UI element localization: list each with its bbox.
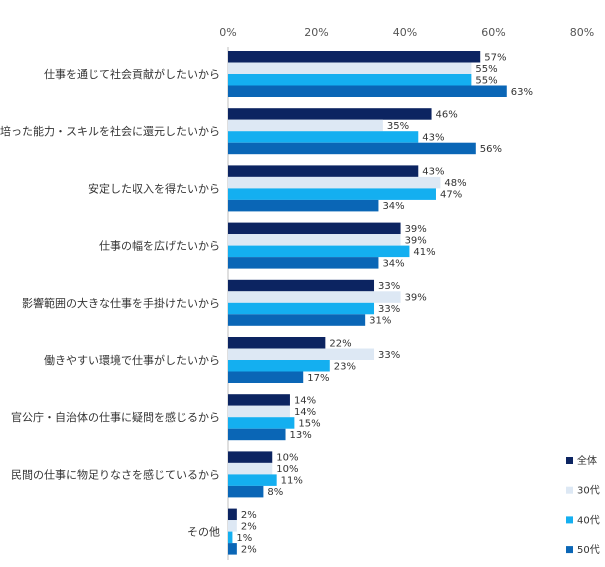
bar <box>228 165 419 177</box>
data-label: 33% <box>378 350 400 361</box>
bar <box>228 188 436 200</box>
bar <box>228 51 481 63</box>
data-label: 46% <box>436 109 458 120</box>
bar <box>228 142 476 155</box>
data-label: 55% <box>475 64 497 75</box>
bar <box>228 279 375 292</box>
bar <box>228 474 277 486</box>
bar <box>228 462 273 475</box>
data-label: 14% <box>294 395 316 406</box>
data-label: 39% <box>405 293 427 304</box>
bar <box>228 234 401 246</box>
bar <box>228 108 432 120</box>
legend-label: 40代 <box>577 514 600 526</box>
bar <box>228 485 264 498</box>
data-label: 56% <box>480 144 502 155</box>
bar <box>228 291 401 303</box>
category-label: 培った能力・スキルを社会に還元したいから <box>0 124 220 138</box>
data-label: 14% <box>294 407 316 418</box>
data-label: 35% <box>387 121 409 132</box>
data-label: 33% <box>378 304 400 315</box>
data-label: 10% <box>276 464 298 475</box>
data-label: 31% <box>369 316 391 327</box>
category-label: 官公庁・自治体の仕事に疑問を感じるから <box>11 410 220 424</box>
data-label: 23% <box>334 361 356 372</box>
category-label: 影響範囲の大きな仕事を手掛けたいから <box>22 296 220 310</box>
bar <box>228 85 507 97</box>
bar <box>228 451 273 463</box>
legend-swatch <box>566 546 573 554</box>
x-tick-label: 0% <box>219 26 236 39</box>
data-label: 47% <box>440 190 462 201</box>
category-label: 仕事の幅を広げたいから <box>99 240 220 253</box>
category-label: その他 <box>187 526 220 539</box>
data-label: 10% <box>276 453 298 464</box>
data-label: 2% <box>241 521 257 532</box>
bar <box>228 257 379 269</box>
legend-label: 30代 <box>577 485 600 497</box>
bar <box>228 371 304 383</box>
data-label: 2% <box>241 544 257 555</box>
category-label: 民間の仕事に物足りなさを感じているから <box>11 467 220 481</box>
data-label: 13% <box>290 430 312 441</box>
x-tick-label: 60% <box>481 26 505 39</box>
bar <box>228 314 366 326</box>
legend-swatch <box>566 457 573 464</box>
bar <box>228 245 410 258</box>
data-label: 39% <box>405 224 427 235</box>
category-label: 働きやすい環境で仕事がしたいから <box>44 353 220 367</box>
legend-swatch <box>566 486 573 494</box>
data-label: 8% <box>267 487 283 498</box>
bar <box>228 405 290 418</box>
bar <box>228 417 295 429</box>
data-label: 15% <box>298 418 320 429</box>
bar <box>228 508 237 521</box>
bar <box>228 348 375 360</box>
x-tick-label: 40% <box>393 26 417 39</box>
bar <box>228 302 375 315</box>
bar <box>228 543 237 555</box>
bar <box>228 520 237 532</box>
bar <box>228 74 472 86</box>
bar <box>228 360 330 372</box>
legend-label: 全体 <box>577 454 597 467</box>
data-label: 41% <box>413 247 435 258</box>
data-label: 48% <box>444 178 466 189</box>
bar <box>228 531 233 544</box>
data-label: 11% <box>281 476 303 487</box>
data-label: 1% <box>236 533 252 544</box>
bar <box>228 337 326 349</box>
data-label: 63% <box>511 87 533 98</box>
x-tick-label: 20% <box>304 26 328 39</box>
bar <box>228 199 379 212</box>
data-label: 43% <box>422 132 444 143</box>
data-label: 43% <box>422 167 444 178</box>
bar <box>228 428 286 441</box>
data-label: 57% <box>484 52 506 63</box>
data-label: 34% <box>382 201 404 212</box>
category-label: 安定した収入を得たいから <box>88 181 220 195</box>
data-label: 33% <box>378 281 400 292</box>
bar <box>228 176 441 189</box>
bar <box>228 222 401 235</box>
data-label: 34% <box>382 258 404 269</box>
data-label: 2% <box>241 510 257 521</box>
data-label: 55% <box>475 75 497 86</box>
bar <box>228 62 472 74</box>
x-tick-label: 80% <box>570 26 594 39</box>
data-label: 39% <box>405 235 427 246</box>
category-label: 仕事を通じて社会貢献がしたいから <box>44 67 220 81</box>
bar <box>228 131 419 143</box>
legend-label: 50代 <box>577 544 600 556</box>
data-label: 17% <box>307 373 329 384</box>
data-label: 22% <box>329 338 351 349</box>
bar <box>228 119 383 132</box>
bar <box>228 394 290 406</box>
legend-swatch <box>566 516 573 524</box>
